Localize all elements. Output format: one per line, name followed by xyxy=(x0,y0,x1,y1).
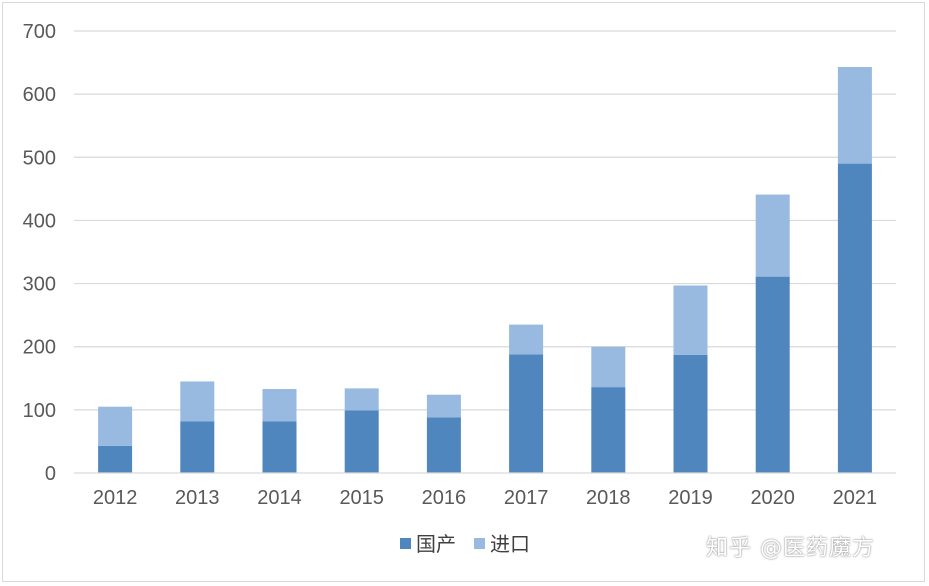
y-tick-label: 700 xyxy=(23,21,56,43)
bar-domestic-2020 xyxy=(755,276,790,473)
x-tick-label: 2012 xyxy=(93,487,138,509)
bars xyxy=(98,66,872,473)
y-tick-label: 300 xyxy=(23,274,56,296)
bar-import-2016 xyxy=(426,394,461,418)
legend-swatch xyxy=(400,538,411,549)
bar-domestic-2021 xyxy=(837,163,872,473)
x-tick-label: 2017 xyxy=(504,487,549,509)
bar-import-2014 xyxy=(262,389,297,422)
y-tick-label: 600 xyxy=(23,84,56,106)
y-tick-label: 200 xyxy=(23,337,56,359)
x-tick-label: 2021 xyxy=(833,487,878,509)
bar-import-2015 xyxy=(344,388,379,411)
bar-domestic-2015 xyxy=(344,410,379,473)
x-tick-label: 2016 xyxy=(422,487,467,509)
bar-domestic-2018 xyxy=(591,387,626,473)
x-axis-ticks: 2012 2013 2014 2015 2016 2017 2018 2019 2020 2021 xyxy=(93,487,877,509)
bar-domestic-2016 xyxy=(426,417,461,473)
y-tick-label: 500 xyxy=(23,147,56,169)
watermark: 知乎 @医药魔方 xyxy=(706,536,875,561)
legend-swatch xyxy=(474,538,485,549)
x-tick-label: 2020 xyxy=(750,487,795,509)
bar-import-2012 xyxy=(98,406,133,446)
legend-label: 国产 xyxy=(416,532,456,556)
bar-domestic-2013 xyxy=(180,421,215,473)
y-tick-label: 100 xyxy=(23,400,56,422)
legend: 国产 进口 xyxy=(400,532,530,556)
bar-domestic-2019 xyxy=(673,354,708,473)
bar-domestic-2012 xyxy=(98,445,133,473)
y-tick-label: 400 xyxy=(23,210,56,232)
bar-domestic-2017 xyxy=(509,354,544,473)
y-axis-ticks: 0 100 200 300 400 500 600 700 xyxy=(23,21,56,485)
legend-label: 进口 xyxy=(490,532,530,556)
bar-import-2013 xyxy=(180,381,215,422)
bar-domestic-2014 xyxy=(262,421,297,473)
x-tick-label: 2019 xyxy=(668,487,713,509)
y-tick-label: 0 xyxy=(45,463,56,485)
bar-import-2019 xyxy=(673,285,708,355)
bar-import-2017 xyxy=(509,324,544,355)
x-tick-label: 2018 xyxy=(586,487,631,509)
x-tick-label: 2014 xyxy=(257,487,302,509)
x-tick-label: 2015 xyxy=(339,487,384,509)
bar-import-2021 xyxy=(837,66,872,164)
x-tick-label: 2013 xyxy=(175,487,220,509)
bar-import-2020 xyxy=(755,194,790,277)
bar-import-2018 xyxy=(591,346,626,388)
